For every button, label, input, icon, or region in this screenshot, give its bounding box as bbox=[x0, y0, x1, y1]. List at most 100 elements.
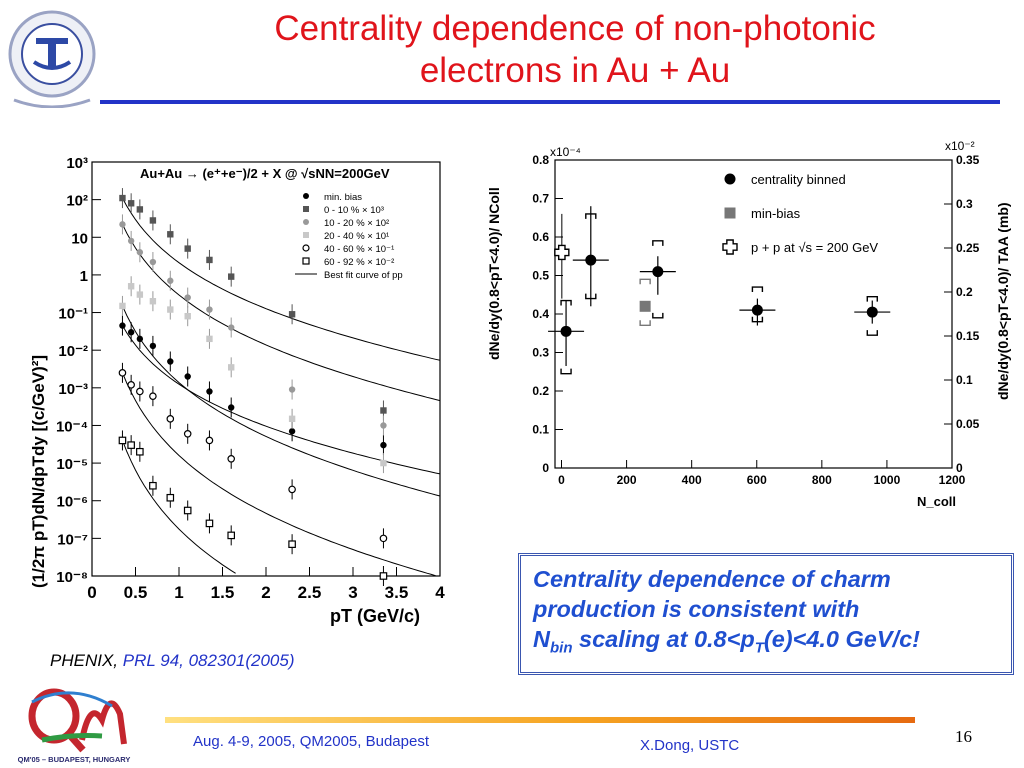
centrality-legend-label: centrality binned bbox=[751, 172, 846, 187]
spectra-point bbox=[149, 481, 157, 490]
spectra-x-tick-label: 0 bbox=[87, 583, 96, 602]
spectra-y-tick-label: 1 bbox=[80, 268, 88, 285]
spectra-x-tick-label: 2.5 bbox=[298, 583, 322, 602]
spectra-legend: min. bias 0 - 10 % × 10³ 10 - 20 % × 10² 20… bbox=[295, 192, 403, 281]
centrality-point bbox=[639, 300, 651, 312]
title-line-1: Centrality dependence of non-photonic bbox=[274, 9, 876, 48]
spectra-x-tick-label: 1.5 bbox=[211, 583, 235, 602]
spectra-fit-curve bbox=[122, 197, 441, 361]
spectra-legend-marker bbox=[302, 244, 310, 252]
centrality-x-tick-label: 600 bbox=[747, 473, 767, 487]
spectra-fit-curve bbox=[122, 224, 441, 402]
spectra-y-tick-label: 10⁻⁴ bbox=[56, 418, 88, 435]
spectra-ticks: 0 0.5 1 1.5 2 2.5 3 3.5 4 10⁻⁸ 10⁻⁷ 10⁻⁶ 10⁻⁵ 10⁻⁴ 10⁻… bbox=[56, 155, 445, 602]
centrality-y-label-right: dNe/dy(0.8<pT<4.0)/ TAA (mb) bbox=[995, 202, 1011, 400]
spectra-point bbox=[149, 342, 157, 350]
centrality-sys-bracket bbox=[560, 299, 572, 375]
centrality-x-tick-label: 0 bbox=[558, 473, 565, 487]
centrality-sys-bracket bbox=[751, 286, 764, 323]
spectra-point bbox=[119, 322, 126, 329]
spectra-point bbox=[205, 436, 214, 445]
spectra-y-tick-label: 10⁻¹ bbox=[58, 306, 88, 323]
spectra-point bbox=[206, 256, 213, 264]
centrality-y-right-tick-label: 0.3 bbox=[956, 197, 973, 211]
spectra-point bbox=[167, 358, 174, 365]
spectra-data-points bbox=[118, 188, 388, 586]
centrality-y-right-tick-label: 0.2 bbox=[956, 285, 973, 299]
spectra-point bbox=[288, 386, 296, 393]
spectra-y-tick-label: 10⁻⁶ bbox=[56, 494, 88, 511]
spectra-plot-area bbox=[91, 161, 441, 577]
title-divider bbox=[100, 100, 1000, 104]
spectra-point bbox=[184, 373, 191, 380]
spectra-y-tick-label: 10⁻⁷ bbox=[57, 531, 88, 548]
centrality-legend-marker bbox=[722, 239, 738, 255]
spectra-point bbox=[127, 200, 135, 207]
centrality-legend-label: min-bias bbox=[751, 206, 801, 221]
spectra-legend-marker bbox=[302, 257, 310, 265]
centrality-point bbox=[751, 304, 763, 316]
spectra-point bbox=[166, 493, 175, 502]
spectra-fit-curve bbox=[122, 305, 441, 497]
centrality-y-right-tick-label: 0.05 bbox=[956, 417, 980, 431]
spectra-point bbox=[127, 329, 135, 336]
spectra-point bbox=[206, 306, 213, 313]
spectra-point bbox=[166, 415, 175, 423]
spectra-legend-label: 0 - 10 % × 10³ bbox=[324, 205, 384, 216]
spectra-point bbox=[380, 459, 387, 467]
footer-divider bbox=[165, 717, 915, 723]
spectra-legend-marker bbox=[303, 232, 309, 238]
spectra-point bbox=[184, 312, 191, 320]
centrality-scale-right: x10⁻² bbox=[945, 139, 975, 153]
spectra-point bbox=[183, 430, 192, 438]
spectra-point bbox=[183, 506, 192, 515]
spectra-legend-label: 40 - 60 % × 10⁻¹ bbox=[324, 244, 394, 255]
spectra-point bbox=[228, 364, 235, 371]
spectra-point bbox=[167, 231, 174, 238]
footer-conference: Aug. 4-9, 2005, QM2005, Budapest bbox=[193, 733, 429, 750]
spectra-legend-label: Best fit curve of pp bbox=[324, 270, 403, 281]
spectra-point bbox=[118, 436, 127, 445]
centrality-x-tick-label: 1000 bbox=[874, 473, 901, 487]
spectra-point bbox=[206, 335, 213, 343]
spectra-annotation: Au+Au → (e⁺+e⁻)/2 + X @ √sNN=200GeV bbox=[140, 166, 390, 181]
centrality-legend: centrality binned min-bias p + p at √s = 2… bbox=[722, 172, 878, 255]
spectra-x-tick-label: 3 bbox=[348, 583, 357, 602]
spectra-point bbox=[380, 422, 387, 429]
spectra-point bbox=[184, 245, 191, 252]
spectra-y-tick-label: 10⁻² bbox=[58, 343, 88, 360]
spectra-x-tick-label: 3.5 bbox=[385, 583, 409, 602]
spectra-fit-curve bbox=[122, 372, 436, 577]
spectra-fit-curve bbox=[122, 440, 236, 574]
centrality-data-points bbox=[548, 206, 891, 375]
spectra-point bbox=[149, 258, 157, 266]
spectra-point bbox=[167, 277, 174, 284]
spectra-legend-marker bbox=[303, 219, 309, 225]
spectra-legend-label: 60 - 92 % × 10⁻² bbox=[324, 257, 394, 268]
centrality-point bbox=[866, 306, 878, 318]
spectra-y-tick-label: 10⁻⁵ bbox=[56, 456, 88, 473]
spectra-legend-marker bbox=[303, 193, 309, 199]
conclusion-callout: Centrality dependence of charm productio… bbox=[518, 553, 1014, 675]
centrality-x-tick-label: 400 bbox=[682, 473, 702, 487]
centrality-y-tick-label: 0.5 bbox=[532, 269, 549, 283]
spectra-legend-label: 10 - 20 % × 10² bbox=[324, 218, 389, 229]
spectra-point bbox=[228, 324, 235, 331]
citation: PHENIX, PRL 94, 082301(2005) bbox=[50, 651, 294, 671]
spectra-point bbox=[288, 540, 296, 548]
footer-author: X.Dong, USTC bbox=[640, 737, 740, 754]
centrality-point bbox=[585, 254, 597, 266]
centrality-y-tick-label: 0.4 bbox=[532, 307, 549, 321]
spectra-point bbox=[119, 302, 126, 310]
centrality-sys-bracket bbox=[866, 295, 878, 336]
spectra-point bbox=[136, 335, 144, 343]
callout-line-2: production is consistent with bbox=[533, 596, 860, 622]
callout-line-3: Nbin scaling at 0.8<pT(e)<4.0 GeV/c! bbox=[533, 626, 920, 657]
spectra-point bbox=[149, 217, 157, 224]
spectra-legend-marker bbox=[303, 206, 309, 212]
spectra-point bbox=[380, 441, 387, 449]
centrality-y-tick-label: 0.7 bbox=[532, 192, 549, 206]
centrality-sys-bracket bbox=[585, 213, 597, 300]
spectra-point bbox=[127, 283, 135, 290]
spectra-point bbox=[136, 387, 144, 396]
